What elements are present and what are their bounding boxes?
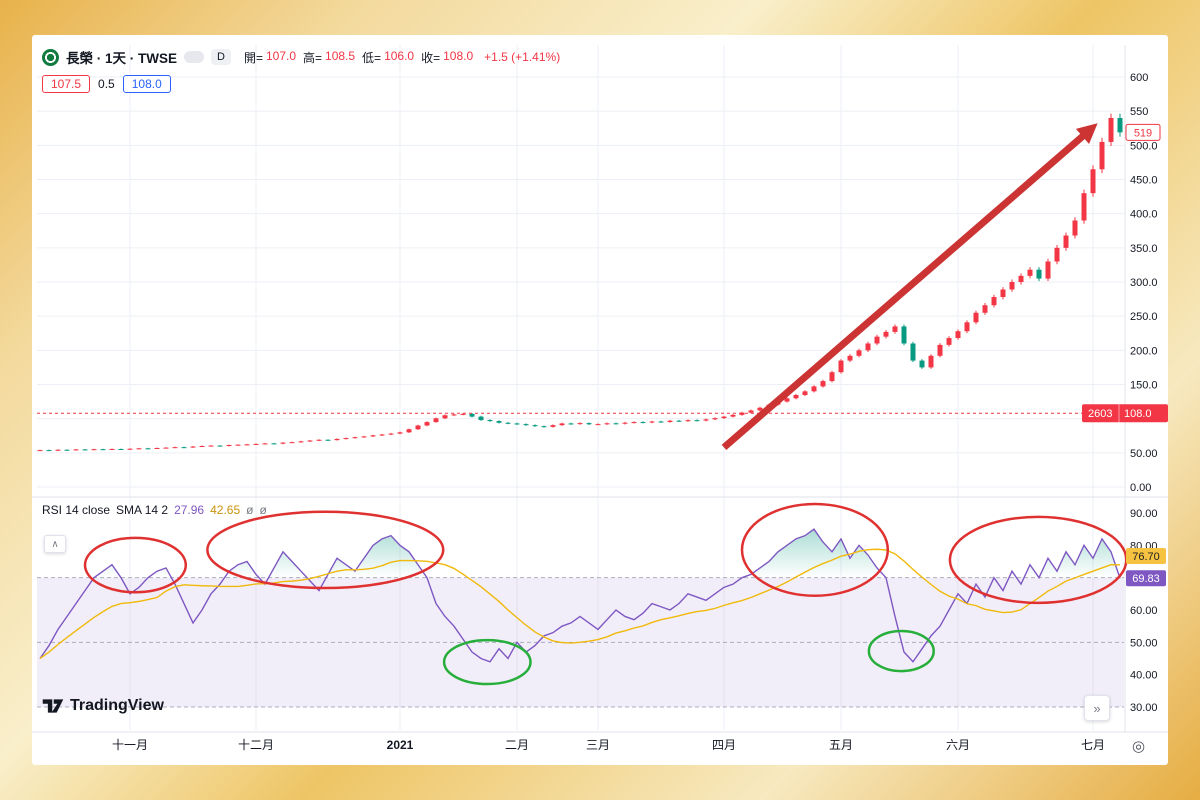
candles-layer[interactable]: [37, 113, 1123, 452]
price-axis-label: 200.0: [1130, 345, 1158, 357]
overbought-ellipse-annotation[interactable]: [206, 510, 445, 590]
symbol-legend: 長榮 · 1天 · TWSE D 開= 107.0 高= 108.5 低= 10…: [42, 47, 560, 67]
time-axis-label: 十一月: [112, 738, 148, 752]
svg-text:108.0: 108.0: [1124, 408, 1152, 420]
time-axis-label: 二月: [505, 738, 529, 752]
rsi-indicator-label[interactable]: RSI 14 close: [42, 503, 111, 517]
tradingview-logo-text: TradingView: [70, 697, 164, 714]
spread-value: 0.5: [98, 77, 115, 91]
close-value: 108.0: [443, 48, 474, 63]
go-to-realtime-button[interactable]: »: [1084, 695, 1110, 721]
ask-price-button[interactable]: 108.0: [122, 75, 171, 93]
tradingview-mark-icon: [42, 699, 64, 713]
price-axis-label: 500.0: [1130, 140, 1158, 152]
time-axis-label: 七月: [1081, 738, 1105, 752]
high-value: 108.5: [325, 48, 356, 63]
price-axis-label: 300.0: [1130, 277, 1158, 289]
time-axis-label: 三月: [586, 738, 610, 752]
pane-collapse-button[interactable]: ∧: [44, 535, 66, 553]
visibility-icon[interactable]: ø: [259, 503, 267, 517]
tradingview-logo[interactable]: TradingView: [42, 697, 164, 715]
svg-text:76.70: 76.70: [1132, 551, 1160, 563]
interval-icon[interactable]: [184, 51, 204, 63]
current-price-label: 2603 108.0: [37, 404, 1168, 423]
close-label: 收=: [421, 50, 441, 65]
svg-text:69.83: 69.83: [1132, 573, 1160, 585]
time-axis-label: 六月: [946, 738, 970, 752]
low-label: 低=: [362, 50, 382, 65]
price-axis-label: 550: [1130, 106, 1148, 118]
rsi-rsi-badge: 69.83: [1126, 570, 1166, 587]
price-axis-label: 450.0: [1130, 175, 1158, 187]
symbol-logo-icon: [42, 48, 59, 66]
visibility-icon[interactable]: ø: [246, 503, 254, 517]
open-value: 107.0: [265, 48, 296, 63]
price-axis-label: 400.0: [1130, 209, 1158, 221]
low-value: 106.0: [384, 48, 415, 63]
chart-card: 2603 108.0 519 600 550 500.0 450.0 400.0 350.0 30…: [32, 35, 1168, 765]
oversold-ellipse-annotation[interactable]: [867, 629, 935, 673]
chart-canvas[interactable]: 2603 108.0 519 600 550 500.0 450.0 400.0 350.0 30…: [32, 35, 1168, 765]
ohlc-readout: 開= 107.0 高= 108.5 低= 106.0 收= 108.0: [244, 49, 477, 66]
svg-text:519: 519: [1134, 127, 1152, 139]
time-axis-label: 五月: [829, 738, 853, 752]
time-axis-settings-icon[interactable]: ◎: [1132, 738, 1146, 755]
axis-labels: 600 550 500.0 450.0 400.0 350.0 300.0 250.0 200.…: [112, 72, 1158, 752]
time-axis-label: 十二月: [238, 738, 274, 752]
rsi-axis-label: 50.00: [1130, 637, 1158, 649]
rsi-sma-badge: 76.70: [1126, 548, 1166, 565]
price-flag-519[interactable]: 519: [1125, 123, 1161, 141]
rsi-axis-label: 40.00: [1130, 670, 1158, 682]
rsi-axis-label: 30.00: [1130, 702, 1158, 714]
svg-text:2603: 2603: [1088, 408, 1112, 420]
price-axis-label: 150.0: [1130, 380, 1158, 392]
rsi-axis-label: 60.00: [1130, 605, 1158, 617]
overbought-ellipse-annotation[interactable]: [83, 536, 188, 594]
rsi-line: [39, 528, 1121, 663]
rsi-current-value: 27.96: [174, 503, 205, 517]
sma-current-value: 42.65: [210, 503, 241, 517]
rsi-layer: [37, 528, 1124, 708]
symbol-title[interactable]: 長榮 · 1天 · TWSE: [66, 51, 177, 66]
rsi-axis-label: 90.00: [1130, 508, 1158, 520]
quote-row: 107.5 0.5 108.0: [42, 75, 171, 93]
time-axis-label: 四月: [712, 738, 736, 752]
open-label: 開=: [243, 50, 263, 65]
oversold-ellipse-annotation[interactable]: [442, 638, 532, 686]
change-value: +1.5 (+1.41%): [484, 50, 561, 64]
trend-arrow-annotation[interactable]: [721, 123, 1098, 451]
grid-layer: [32, 45, 1168, 733]
timeframe-badge[interactable]: D: [211, 49, 231, 65]
rsi-sma-label: SMA 14 2: [116, 503, 169, 517]
bid-price-button[interactable]: 107.5: [42, 75, 91, 93]
time-axis-label: 2021: [387, 738, 414, 752]
overbought-ellipse-annotation[interactable]: [740, 502, 890, 598]
price-axis-label: 0.00: [1130, 482, 1151, 494]
price-axis-label: 250.0: [1130, 311, 1158, 323]
price-axis-label: 600: [1130, 72, 1148, 84]
high-label: 高=: [303, 50, 323, 65]
price-axis-label: 50.00: [1130, 448, 1158, 460]
rsi-sma-line: [39, 548, 1121, 660]
rsi-legend: RSI 14 close SMA 14 2 27.96 42.65 ø ø: [42, 503, 267, 517]
price-axis-label: 350.0: [1130, 243, 1158, 255]
